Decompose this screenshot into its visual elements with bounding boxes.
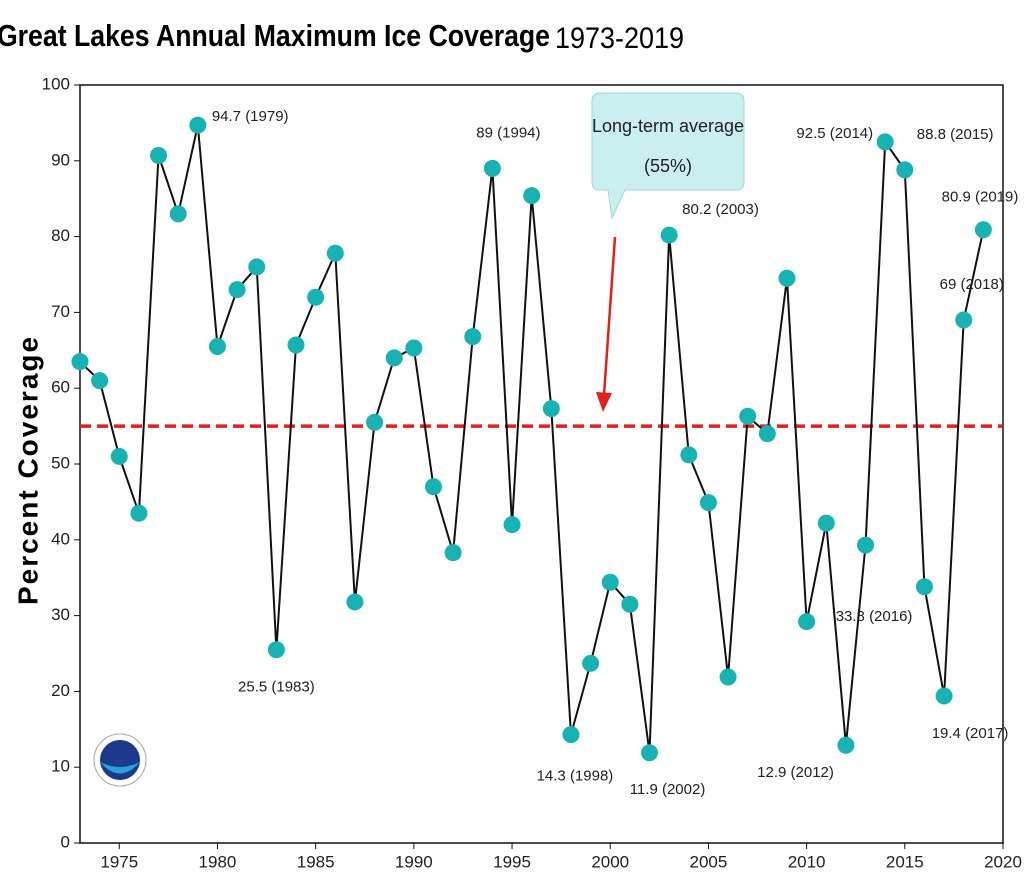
data-point <box>955 311 973 329</box>
data-point <box>366 413 384 431</box>
data-point <box>876 133 894 151</box>
value-label: 12.9 (2012) <box>757 764 834 781</box>
y-axis-label: Percent Coverage <box>12 335 43 605</box>
data-point <box>91 372 109 390</box>
data-point <box>130 504 148 522</box>
data-point <box>169 205 187 223</box>
x-tick-label: 2020 <box>984 852 1022 871</box>
data-point <box>582 654 600 672</box>
data-point <box>503 516 521 534</box>
data-point <box>542 400 560 418</box>
data-point <box>385 349 403 367</box>
y-tick-label: 80 <box>51 226 70 245</box>
value-label: 25.5 (1983) <box>238 679 315 696</box>
value-label: 11.9 (2002) <box>630 781 706 798</box>
y-tick-label: 50 <box>51 453 70 472</box>
data-point <box>641 744 659 762</box>
value-label: 69 (2018) <box>940 276 1004 293</box>
noaa-logo <box>93 733 147 787</box>
y-tick-label: 100 <box>42 74 70 93</box>
data-point <box>739 407 757 425</box>
y-tick-label: 90 <box>51 150 70 169</box>
data-point <box>189 116 207 134</box>
data-point <box>110 447 128 465</box>
data-point <box>208 338 226 356</box>
data-point <box>444 544 462 562</box>
value-label: 14.3 (1998) <box>537 768 614 785</box>
x-tick-label: 1975 <box>100 852 138 871</box>
value-label: 89 (1994) <box>476 124 540 141</box>
data-point <box>523 187 541 205</box>
data-point <box>621 595 639 613</box>
data-point <box>778 269 796 287</box>
data-point <box>601 573 619 591</box>
data-point <box>935 687 953 705</box>
data-point <box>798 613 816 631</box>
x-tick-label: 2005 <box>690 852 728 871</box>
callout: Long-term average (55%) <box>591 92 745 412</box>
value-label: 80.9 (2019) <box>942 189 1019 206</box>
data-point <box>699 494 717 512</box>
x-tick-label: 2010 <box>788 852 826 871</box>
data-point <box>248 258 266 276</box>
series-line <box>79 124 985 753</box>
data-point <box>424 478 442 496</box>
y-tick-label: 0 <box>61 832 70 851</box>
data-point <box>405 339 423 357</box>
data-point <box>307 288 325 306</box>
x-tick-label: 2015 <box>886 852 924 871</box>
data-point <box>974 221 992 239</box>
plot-area: 0 10 20 30 40 50 60 70 80 90 100 1975 1980 1985 1990 19… <box>42 74 1022 871</box>
chart-title: Great Lakes Annual Maximum Ice Coverage <box>0 19 550 53</box>
data-point <box>326 244 344 262</box>
y-tick-label: 70 <box>51 302 70 321</box>
data-point <box>817 514 835 532</box>
data-point <box>837 736 855 754</box>
value-label: 33.8 (2016) <box>836 608 913 625</box>
chart-subtitle: 1973-2019 <box>555 22 684 56</box>
x-tick-label: 2000 <box>591 852 629 871</box>
data-point <box>71 353 89 371</box>
y-tick-label: 30 <box>51 605 70 624</box>
value-label: 92.5 (2014) <box>796 125 873 142</box>
y-tick-label: 40 <box>51 529 70 548</box>
data-point <box>562 726 580 744</box>
y-tick-label: 60 <box>51 378 70 397</box>
x-tick-label: 1995 <box>493 852 531 871</box>
data-point <box>267 641 285 659</box>
data-point <box>483 159 501 177</box>
data-point <box>680 446 698 464</box>
value-label: 19.4 (2017) <box>932 725 1009 742</box>
y-tick-label: 20 <box>51 681 70 700</box>
data-point <box>464 328 482 346</box>
x-tick-label: 1980 <box>199 852 237 871</box>
x-tick-label: 1990 <box>395 852 433 871</box>
value-label: 88.8 (2015) <box>917 126 994 143</box>
x-tick-label: 1985 <box>297 852 335 871</box>
data-point <box>346 593 364 611</box>
plot-frame <box>79 84 1004 844</box>
data-point <box>857 536 875 554</box>
data-point <box>719 668 737 686</box>
data-point <box>915 578 933 596</box>
data-point <box>896 161 914 179</box>
data-point <box>228 281 246 299</box>
value-label: 94.7 (1979) <box>212 108 289 125</box>
value-label: 80.2 (2003) <box>682 201 759 218</box>
callout-text: (55%) <box>644 156 692 176</box>
data-point <box>287 336 305 354</box>
data-point <box>660 226 678 244</box>
data-point <box>758 425 776 443</box>
y-tick-label: 10 <box>51 757 70 776</box>
callout-text: Long-term average <box>592 116 744 136</box>
data-point <box>150 146 168 164</box>
